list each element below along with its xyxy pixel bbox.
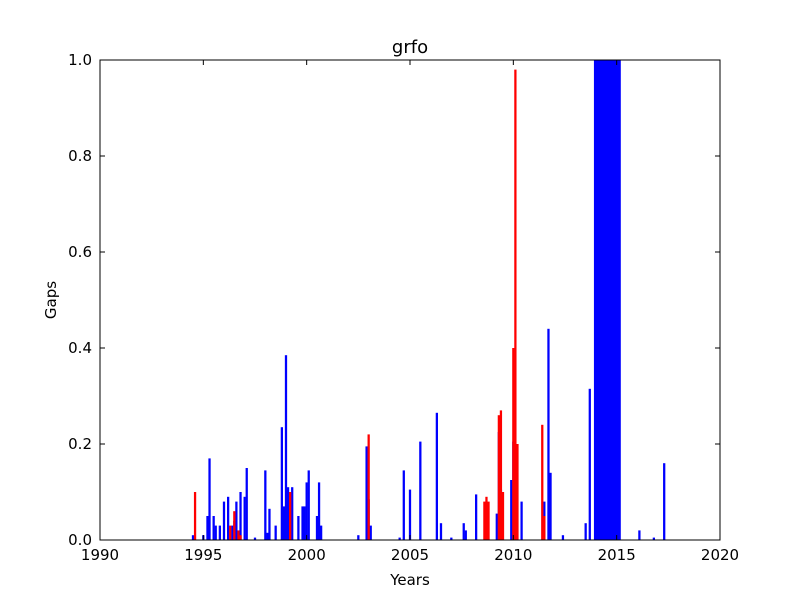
- bar: [214, 525, 217, 540]
- bar: [193, 492, 197, 540]
- bar: [218, 525, 221, 540]
- bar: [245, 468, 248, 540]
- bar: [561, 535, 565, 540]
- bar: [289, 492, 292, 540]
- bar: [487, 501, 490, 540]
- x-tick-label: 2005: [391, 546, 429, 564]
- bar: [652, 537, 655, 540]
- bar: [419, 441, 422, 540]
- x-tick-label: 1995: [184, 546, 222, 564]
- bar: [512, 348, 515, 540]
- bar: [408, 489, 412, 540]
- bar: [638, 530, 641, 540]
- bar: [499, 410, 503, 540]
- bar: [663, 463, 666, 540]
- bar: [307, 470, 310, 540]
- bar: [206, 516, 209, 540]
- x-axis: 1990 1995 2000 2005 2010 2015 2020: [81, 60, 739, 564]
- bar: [235, 501, 238, 540]
- bar: [266, 532, 269, 540]
- bar: [514, 69, 517, 540]
- x-axis-label: Years: [389, 571, 430, 589]
- bar: [301, 506, 304, 540]
- y-tick-label: 0.2: [68, 435, 92, 453]
- bar: [191, 535, 195, 540]
- bar: [483, 501, 486, 540]
- bar: [495, 513, 498, 540]
- bar: [549, 472, 552, 540]
- bars-group: [191, 60, 666, 540]
- bar: [584, 523, 587, 540]
- bar: [303, 506, 306, 540]
- bar: [227, 496, 230, 540]
- bar: [291, 487, 294, 540]
- bar: [231, 525, 234, 540]
- y-tick-label: 1.0: [68, 51, 92, 69]
- chart-title: grfo: [392, 37, 428, 58]
- y-tick-label: 0.8: [68, 147, 92, 165]
- bar: [317, 482, 321, 540]
- bar: [475, 494, 478, 540]
- bar: [297, 516, 300, 540]
- bar: [315, 516, 319, 540]
- y-tick-label: 0.6: [68, 243, 92, 261]
- bar: [543, 516, 546, 540]
- bar: [398, 537, 401, 540]
- bar: [367, 434, 370, 540]
- bar: [365, 446, 368, 540]
- bar: [497, 415, 500, 540]
- y-tick-label: 0.4: [68, 339, 92, 357]
- bar: [320, 525, 323, 540]
- bar: [222, 501, 226, 540]
- y-axis: 0.0 0.2 0.4 0.6 0.8 1.0: [68, 51, 720, 549]
- x-tick-label: 2020: [701, 546, 739, 564]
- bar: [501, 492, 505, 540]
- bar: [208, 458, 211, 540]
- bar: [516, 444, 519, 540]
- bar: [305, 482, 308, 540]
- bar: [286, 487, 290, 540]
- bar-block: [593, 60, 621, 540]
- bar: [237, 530, 240, 540]
- y-axis-label: Gaps: [42, 281, 60, 319]
- bar: [253, 537, 257, 540]
- bar: [243, 496, 246, 540]
- bar: [284, 355, 288, 540]
- bar: [239, 492, 242, 540]
- x-tick-label: 2015: [598, 546, 636, 564]
- bar: [547, 328, 550, 540]
- y-tick-label: 0.0: [68, 531, 92, 549]
- bar: [212, 516, 215, 540]
- bar: [268, 508, 271, 540]
- x-tick-label: 2010: [494, 546, 532, 564]
- bar: [280, 427, 283, 540]
- x-tick-label: 1990: [81, 546, 119, 564]
- bar: [439, 523, 443, 540]
- bar: [588, 388, 591, 540]
- bar: [233, 511, 236, 540]
- bar: [541, 424, 544, 540]
- bar: [264, 470, 267, 540]
- bar: [402, 470, 405, 540]
- bar: [369, 525, 372, 540]
- bar: [357, 535, 360, 540]
- bar: [239, 535, 242, 540]
- bar: [435, 412, 438, 540]
- bar: [510, 480, 513, 540]
- plot-frame: [99, 59, 721, 541]
- bar: [520, 501, 523, 540]
- bar: [464, 530, 467, 540]
- x-tick-label: 2000: [288, 546, 326, 564]
- bar: [229, 525, 232, 540]
- bar: [485, 496, 488, 540]
- bar: [274, 525, 277, 540]
- bar: [282, 506, 286, 540]
- bar: [450, 537, 453, 540]
- bar: [462, 523, 465, 540]
